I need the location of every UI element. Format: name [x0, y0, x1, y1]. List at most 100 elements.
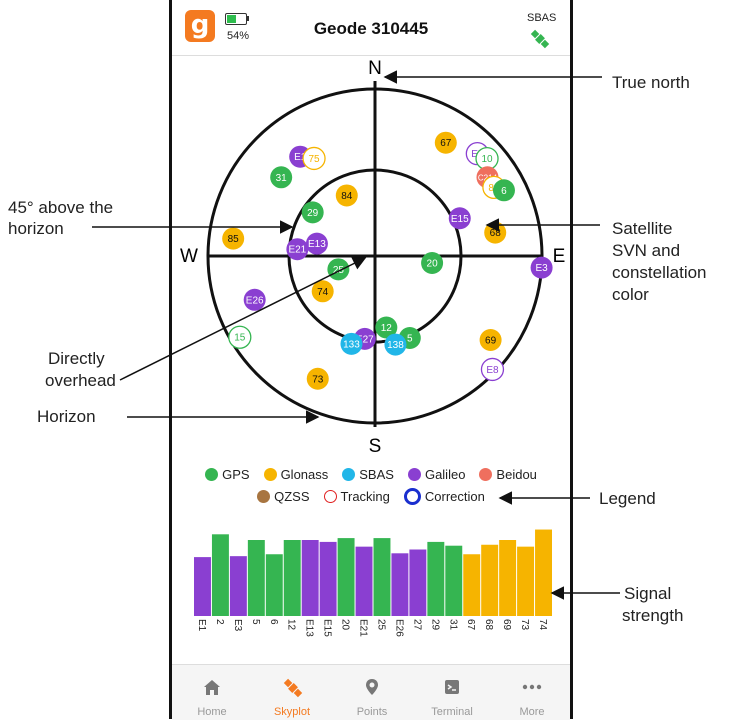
satellite-dot [492, 179, 515, 202]
satellite-marker[interactable]: 15 [228, 325, 252, 349]
app-logo[interactable]: g [185, 10, 215, 42]
signal-bar[interactable] [211, 534, 229, 616]
satellite-marker[interactable]: 74 [311, 280, 334, 303]
signal-bar-label: E15 [322, 619, 333, 637]
satellite-marker[interactable]: 133 [340, 332, 363, 355]
satellite-dot [243, 288, 266, 311]
signal-bar[interactable] [194, 557, 211, 616]
satellite-marker[interactable]: 69 [479, 328, 502, 351]
legend-row-2: QZSS Tracking Correction [172, 488, 570, 505]
signal-bar[interactable] [355, 546, 373, 616]
signal-label-line2: strength [622, 606, 684, 625]
satellite-marker[interactable]: E8 [480, 357, 505, 382]
satellite-svn: 75 [308, 154, 320, 165]
signal-bar[interactable] [517, 546, 535, 616]
satellite-marker[interactable]: 12 [375, 316, 398, 339]
signal-bar[interactable] [427, 541, 445, 616]
legend-label: QZSS [274, 489, 310, 504]
satellite-marker[interactable]: 31 [270, 166, 293, 189]
compass-east: E [553, 246, 566, 267]
signal-bar-label: 74 [537, 619, 548, 631]
satellite-marker[interactable]: 6 [492, 179, 515, 202]
satellite-dot [434, 131, 457, 154]
legend-label: Correction [424, 489, 485, 504]
signal-bar[interactable] [373, 538, 391, 616]
satellite-svn: E26 [246, 295, 264, 306]
satellite-svn: 133 [343, 339, 360, 350]
overhead-label-line1: Directly [48, 349, 105, 368]
signal-bar-label: 31 [447, 619, 458, 631]
legend-swatch [257, 490, 271, 503]
satellite-svn: E21 [288, 245, 306, 256]
signal-bar-label: 27 [411, 619, 422, 631]
signal-bar-label: 2 [214, 619, 225, 625]
satellite-marker[interactable]: E21 [286, 238, 309, 261]
satellite-icon[interactable] [529, 28, 551, 50]
satellite-label-line2: SVN and [612, 241, 681, 260]
map-pin-icon [366, 679, 378, 695]
satellite-marker[interactable]: 67 [434, 131, 457, 154]
satellite-dot [302, 146, 326, 171]
satellite-svn: 138 [387, 340, 404, 351]
satellite-marker[interactable]: 73 [306, 367, 329, 390]
satellite-svn: E27 [356, 334, 374, 345]
satellite-marker[interactable]: E26 [243, 288, 266, 311]
legend-item: GPS [205, 467, 250, 482]
skyplot: N S W E 67E510C214836E1568E32069E8125138… [180, 58, 566, 637]
satellite-dot [479, 328, 502, 351]
legend-swatch [342, 468, 356, 481]
signal-bar-label: E26 [393, 619, 404, 637]
satellite-svn: E13 [308, 239, 326, 250]
terminal-icon [445, 680, 459, 694]
legend-row-1: GPS Glonass SBAS Galileo Beidou [172, 467, 570, 482]
satellite-marker[interactable]: E15 [448, 207, 471, 230]
legend-label: Galileo [424, 467, 466, 482]
signal-bar[interactable] [463, 554, 481, 616]
signal-bar[interactable] [391, 553, 409, 616]
battery-tip [247, 16, 249, 21]
satellite-marker[interactable]: 20 [421, 252, 444, 275]
signal-bar[interactable] [409, 549, 427, 617]
satellite-marker[interactable]: E3 [530, 256, 553, 279]
satellite-marker[interactable]: 75 [302, 146, 326, 171]
satellite-dot [530, 256, 553, 279]
signal-bar[interactable] [319, 541, 337, 616]
satellite-label-line1: Satellite [612, 219, 673, 238]
satellite-marker[interactable]: 84 [335, 184, 358, 207]
satellite-marker[interactable]: 85 [222, 227, 245, 250]
signal-bar-label: 69 [501, 619, 512, 631]
satellite-label-line3: constellation [612, 263, 707, 282]
signal-bar[interactable] [481, 544, 499, 616]
satellite-svn: 31 [276, 173, 288, 184]
signal-bar-label: 25 [375, 619, 386, 631]
satellite-dot [375, 316, 398, 339]
satellite-dot [286, 238, 309, 261]
signal-bar[interactable] [499, 540, 517, 616]
tab-points-label: Points [356, 706, 388, 718]
overhead-pointer [119, 257, 367, 381]
legend: GPS Glonass SBAS Galileo Beidou QZSS Tracking… [172, 467, 570, 511]
tab-home-label: Home [197, 706, 227, 718]
signal-bar[interactable] [445, 545, 463, 616]
signal-bar[interactable] [283, 540, 301, 616]
signal-bar[interactable] [301, 540, 319, 616]
satellite-marker[interactable]: E13 [305, 232, 328, 255]
legend-swatch [205, 468, 219, 481]
signal-strength-chart: E1 2 E3 5 6 12 E13 E15 20 E21 25 E26 27 29 31 67 68 69 73 7… [194, 529, 552, 637]
signal-bar-label: 29 [429, 619, 440, 631]
legend-annotation-label: Legend [599, 489, 656, 508]
signal-bar-label: 73 [519, 619, 530, 631]
signal-bar[interactable] [535, 529, 552, 616]
satellite-marker[interactable]: 138 [384, 333, 407, 356]
satellite-svn: 84 [341, 191, 353, 202]
signal-bar[interactable] [265, 554, 283, 616]
above-45-label-line2: horizon [8, 219, 64, 238]
battery-percent: 54% [227, 30, 250, 42]
horizon-label: Horizon [37, 407, 96, 426]
satellite-marker[interactable]: 29 [301, 201, 324, 224]
satellite-svn: E8 [486, 365, 499, 376]
signal-bar[interactable] [247, 540, 265, 616]
signal-bar[interactable] [229, 556, 247, 616]
signal-bar[interactable] [337, 538, 355, 616]
signal-bar-label: E21 [358, 619, 369, 637]
